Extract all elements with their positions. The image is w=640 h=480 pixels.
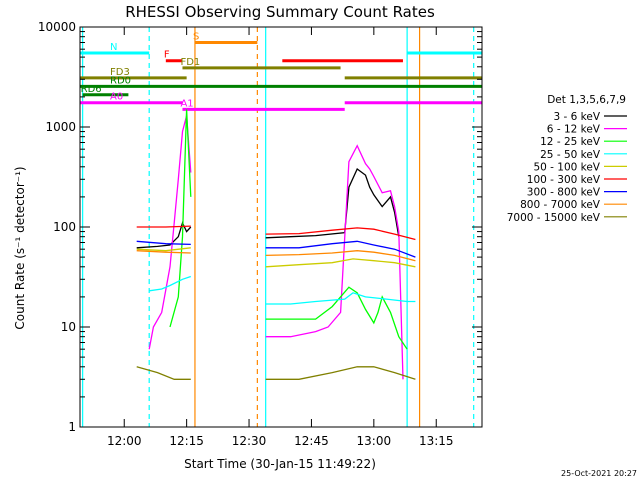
- legend-title: Det 1,3,5,6,7,9: [547, 94, 626, 106]
- x-tick-label: 12:00: [107, 434, 142, 448]
- y-tick-label: 10: [61, 320, 76, 334]
- y-tick-label: 1000: [45, 120, 76, 134]
- x-tick-label: 13:00: [357, 434, 392, 448]
- legend-label-3-6-kev: 3 - 6 keV: [553, 111, 600, 123]
- legend-label-7000-15000-kev: 7000 - 15000 keV: [507, 212, 601, 224]
- y-tick-label: 100: [53, 220, 76, 234]
- state-label-f: F: [164, 50, 170, 61]
- legend-label-6-12-kev: 6 - 12 keV: [547, 124, 601, 136]
- legend-label-50-100-kev: 50 - 100 keV: [533, 161, 600, 173]
- state-label-a1: A1: [180, 98, 193, 109]
- state-label-a0: A0: [110, 92, 123, 103]
- y-axis-label: Count Rate (s⁻¹ detector⁻¹): [13, 166, 27, 329]
- x-axis: 12:00 12:15 12:30 12:45 13:00 13:15: [107, 27, 454, 448]
- series-line-100-300-kev: [136, 225, 416, 241]
- state-label-n: N: [110, 42, 117, 53]
- x-axis-label: Start Time (30-Jan-15 11:49:22): [184, 457, 376, 471]
- state-label-s: S: [193, 31, 199, 42]
- chart-title: RHESSI Observing Summary Count Rates: [125, 3, 435, 21]
- x-tick-label: 12:15: [169, 434, 204, 448]
- series-line-12-25-kev: [169, 109, 408, 350]
- state-label-fd1: FD1: [180, 57, 200, 68]
- series-line-800-7000-kev: [136, 250, 416, 262]
- series-line-7000-15000-kev: [136, 366, 416, 380]
- legend-label-25-50-kev: 25 - 50 keV: [540, 149, 601, 161]
- legend-label-300-800-kev: 300 - 800 keV: [527, 187, 601, 199]
- series-line-50-100-kev: [136, 247, 416, 268]
- series-line-3-6-kev: [136, 168, 400, 249]
- y-tick-label: 10000: [38, 20, 76, 34]
- timestamp: 25-Oct-2021 20:27: [561, 469, 637, 478]
- legend-label-100-300-kev: 100 - 300 keV: [527, 174, 601, 186]
- series-line-300-800-kev: [136, 240, 416, 258]
- state-label-fd3: FD3: [110, 67, 130, 78]
- x-tick-label: 12:45: [294, 434, 329, 448]
- state-label-rd0: RD0: [110, 75, 131, 86]
- legend-label-12-25-kev: 12 - 25 keV: [540, 136, 601, 148]
- state-label-rd6: RD6: [81, 84, 102, 95]
- series-line-25-50-kev: [149, 275, 416, 305]
- series-line-6-12-kev: [148, 115, 404, 380]
- x-tick-label: 12:30: [232, 434, 267, 448]
- legend-label-800-7000-kev: 800 - 7000 keV: [520, 199, 601, 211]
- x-tick-label: 13:15: [419, 434, 454, 448]
- y-tick-label: 1: [68, 420, 76, 434]
- y-axis: 1 10 100 1000 10000: [38, 20, 482, 434]
